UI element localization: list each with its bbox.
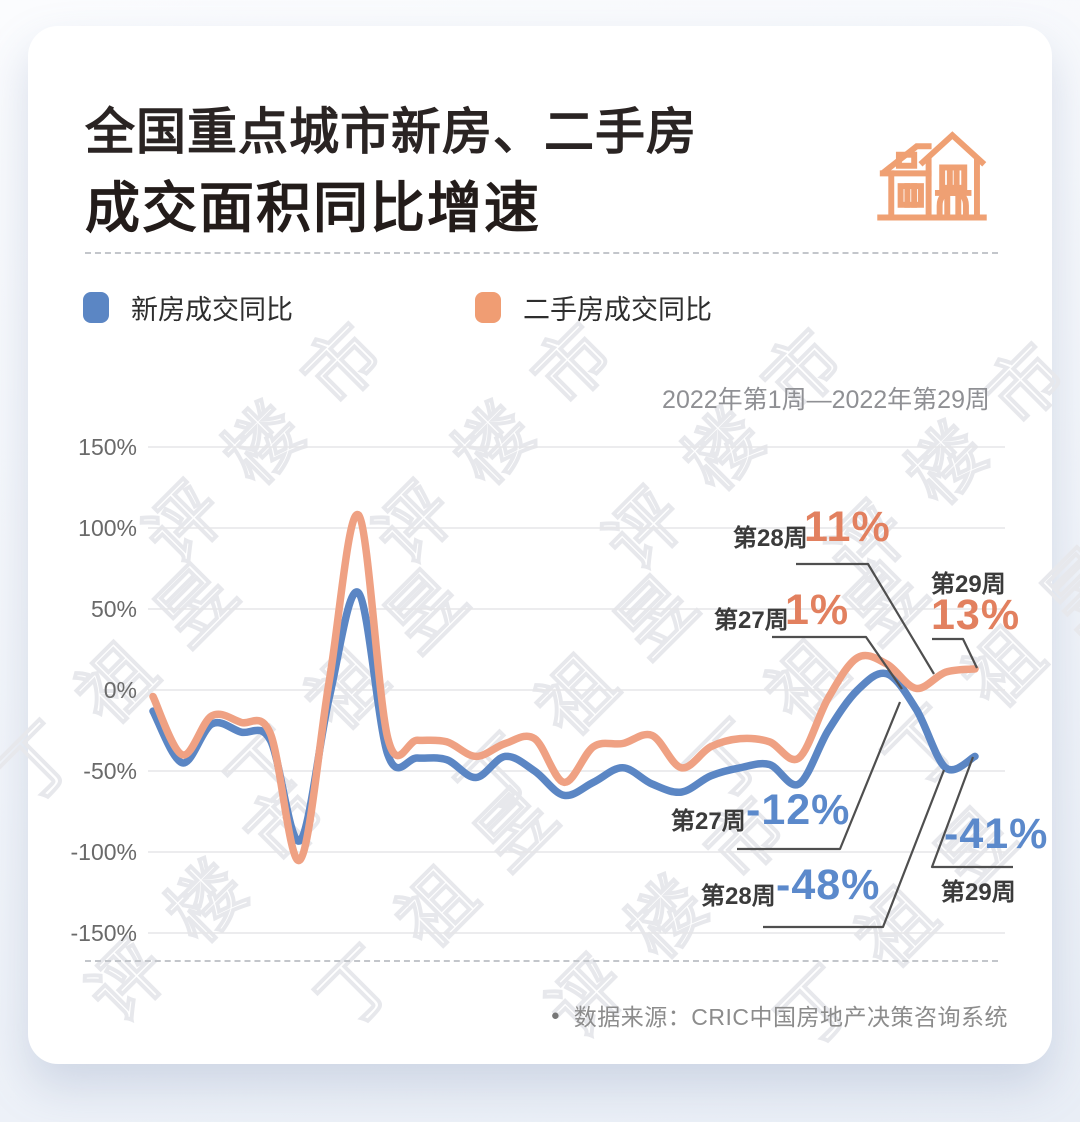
annotation-week-label: 第29周 (931, 571, 1006, 598)
divider-top (85, 252, 998, 254)
annotation-week-label: 第28周 (701, 883, 776, 910)
legend-swatch-new-home (83, 292, 109, 323)
legend-item-second-hand: 二手房成交同比 (475, 288, 712, 327)
house-icon (877, 131, 987, 221)
legend-item-new-home: 新房成交同比 (83, 288, 293, 327)
y-axis-tick-label: 100% (78, 515, 137, 541)
annotation-value: 13% (931, 591, 1021, 639)
bullet-icon: ● (550, 1006, 560, 1024)
legend-swatch-second-hand (475, 292, 501, 323)
legend-label-second-hand: 二手房成交同比 (523, 295, 712, 325)
annotation-week-label: 第28周 (733, 525, 808, 552)
date-range-subtitle: 2022年第1周—2022年第29周 (662, 386, 990, 414)
divider-bottom (85, 960, 998, 962)
y-axis-tick-label: -150% (70, 920, 137, 946)
y-axis-tick-label: 0% (103, 677, 137, 703)
annotation-value: 11% (804, 503, 891, 551)
source-text: 数据来源：CRIC中国房地产决策咨询系统 (573, 1004, 1008, 1030)
annotation-value: -41% (944, 810, 1049, 858)
annotation-week-label: 第27周 (671, 808, 746, 835)
y-axis-tick-label: -100% (70, 839, 137, 865)
annotation-value: -12% (746, 786, 851, 834)
annotation-value: 1% (785, 586, 850, 634)
annotation-value: -48% (776, 861, 881, 909)
page-title-line1: 全国重点城市新房、二手房 (85, 104, 697, 160)
source-row: ● 数据来源：CRIC中国房地产决策咨询系统 (551, 998, 1008, 1032)
annotation-week-label: 第27周 (714, 607, 789, 634)
annotation-week-label: 第29周 (941, 879, 1016, 906)
y-axis-tick-label: -50% (83, 758, 137, 784)
page-title-line2: 成交面积同比增速 (85, 177, 542, 239)
legend: 新房成交同比 二手房成交同比 (83, 288, 712, 327)
y-axis-tick-label: 150% (78, 434, 137, 460)
y-axis-tick-label: 50% (90, 596, 137, 622)
legend-label-new-home: 新房成交同比 (131, 295, 293, 325)
